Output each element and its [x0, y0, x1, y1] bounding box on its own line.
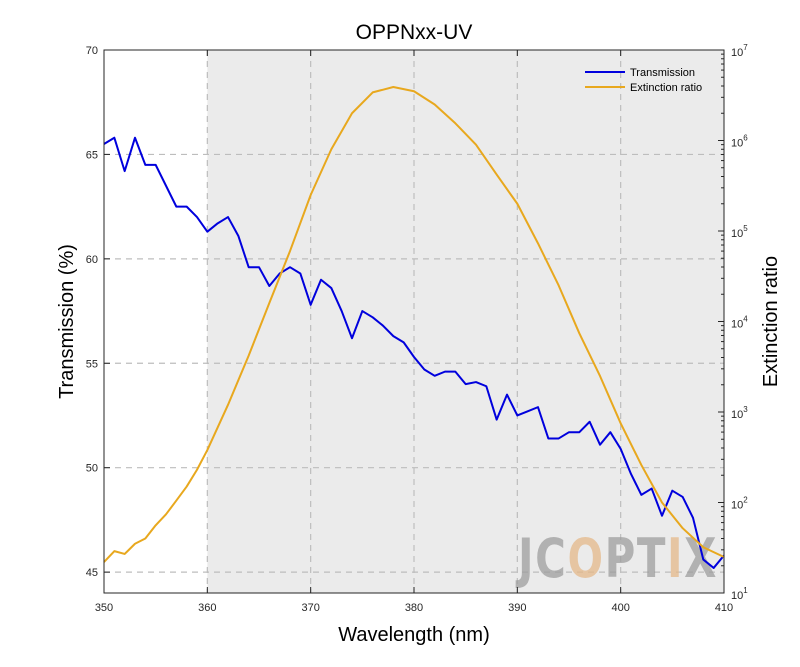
x-tick-label: 400	[611, 602, 629, 614]
y-right-tick-label: 107	[731, 43, 748, 59]
y-left-tick-label: 60	[86, 254, 98, 266]
x-tick-label: 350	[95, 602, 113, 614]
y-left-tick-label: 45	[86, 567, 98, 579]
legend-label: Transmission	[630, 67, 695, 79]
axis-ticks: 350 360 370 380 390 400 410 45 50 55 60 65 70 101 102 1…	[86, 43, 749, 614]
y-left-tick-label: 50	[86, 463, 98, 475]
y-right-tick-label: 105	[731, 224, 748, 240]
chart-title: OPPNxx-UV	[356, 21, 473, 44]
x-tick-label: 360	[198, 602, 216, 614]
y-right-tick-label: 102	[731, 496, 748, 512]
watermark-letter: I	[667, 527, 684, 590]
grid-lines	[104, 50, 724, 593]
y-right-tick-label: 104	[731, 315, 748, 331]
jcoptix-watermark-logo: JCOPTIX	[515, 527, 718, 590]
x-tick-label: 410	[715, 602, 733, 614]
watermark-text: JCOPTIX	[515, 527, 718, 590]
transmission-line	[103, 136, 725, 569]
watermark-letter: T	[637, 527, 667, 590]
y-right-tick-label: 101	[731, 586, 748, 602]
watermark-letter: O	[567, 527, 604, 590]
shaded-region	[207, 50, 725, 593]
plot-area	[104, 50, 725, 593]
watermark-letter: X	[684, 527, 718, 590]
y-left-tick-label: 65	[86, 149, 98, 161]
x-tick-label: 390	[508, 602, 526, 614]
y-right-tick-label: 106	[731, 134, 748, 150]
watermark-letter: P	[605, 527, 637, 590]
y-axis-left-label: Transmission (%)	[56, 244, 78, 399]
series-layer	[103, 86, 725, 569]
x-tick-label: 380	[405, 602, 423, 614]
y-left-tick-label: 70	[86, 45, 98, 57]
legend-label: Extinction ratio	[630, 82, 702, 94]
watermark-letter: C	[535, 527, 567, 590]
x-axis-label: Wavelength (nm)	[338, 624, 490, 646]
y-right-tick-label: 103	[731, 405, 748, 421]
y-axis-right-label: Extinction ratio	[760, 256, 782, 387]
watermark-letter: J	[515, 527, 535, 590]
y-left-tick-label: 55	[86, 358, 98, 370]
extinction-ratio-line	[103, 86, 725, 563]
legend: Transmission Extinction ratio	[585, 67, 702, 94]
x-tick-label: 370	[301, 602, 319, 614]
